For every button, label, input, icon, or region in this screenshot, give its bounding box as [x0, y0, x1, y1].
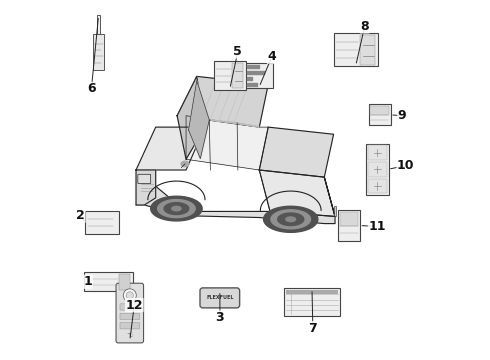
- Polygon shape: [278, 213, 304, 226]
- FancyBboxPatch shape: [120, 313, 140, 320]
- Text: ☜: ☜: [127, 331, 133, 337]
- Bar: [120, 274, 130, 290]
- Text: 6: 6: [87, 82, 96, 95]
- Circle shape: [126, 292, 133, 299]
- Polygon shape: [211, 120, 259, 127]
- Polygon shape: [186, 116, 268, 170]
- FancyBboxPatch shape: [366, 144, 389, 195]
- FancyBboxPatch shape: [334, 33, 378, 66]
- Polygon shape: [286, 217, 295, 222]
- Polygon shape: [136, 127, 205, 170]
- Polygon shape: [189, 81, 209, 158]
- FancyBboxPatch shape: [200, 288, 240, 308]
- Bar: [232, 63, 243, 88]
- Polygon shape: [259, 170, 335, 216]
- Text: 9: 9: [398, 109, 407, 122]
- Text: 5: 5: [233, 45, 242, 58]
- Polygon shape: [259, 127, 334, 177]
- Polygon shape: [136, 170, 156, 205]
- Polygon shape: [158, 199, 195, 217]
- FancyBboxPatch shape: [120, 304, 140, 310]
- Text: 12: 12: [125, 298, 143, 311]
- FancyBboxPatch shape: [214, 62, 245, 90]
- Bar: [334, 206, 337, 216]
- Text: 2: 2: [76, 209, 85, 222]
- FancyBboxPatch shape: [83, 272, 133, 292]
- Polygon shape: [172, 206, 181, 211]
- Text: 11: 11: [368, 220, 386, 233]
- FancyBboxPatch shape: [97, 15, 100, 36]
- FancyBboxPatch shape: [93, 34, 104, 69]
- Text: 7: 7: [309, 322, 317, 335]
- Text: 1: 1: [83, 275, 92, 288]
- Bar: [368, 145, 387, 160]
- Bar: [368, 162, 387, 176]
- Bar: [286, 290, 338, 294]
- Polygon shape: [151, 196, 202, 221]
- Circle shape: [123, 289, 136, 302]
- Bar: [368, 179, 387, 193]
- Text: FLEXFUEL: FLEXFUEL: [206, 296, 234, 300]
- Text: 10: 10: [397, 159, 415, 172]
- Bar: [340, 212, 358, 226]
- FancyBboxPatch shape: [284, 288, 341, 316]
- FancyBboxPatch shape: [138, 174, 151, 184]
- FancyBboxPatch shape: [338, 210, 360, 242]
- Polygon shape: [164, 203, 189, 215]
- Text: 3: 3: [216, 311, 224, 324]
- Polygon shape: [177, 76, 268, 127]
- FancyBboxPatch shape: [116, 283, 144, 343]
- FancyBboxPatch shape: [120, 323, 140, 329]
- FancyBboxPatch shape: [85, 211, 119, 234]
- Ellipse shape: [181, 161, 189, 167]
- FancyBboxPatch shape: [368, 104, 391, 125]
- Polygon shape: [264, 206, 318, 232]
- Bar: [360, 35, 375, 64]
- Polygon shape: [136, 170, 335, 224]
- FancyBboxPatch shape: [245, 63, 273, 88]
- Text: 4: 4: [268, 50, 276, 63]
- Bar: [370, 107, 389, 115]
- Polygon shape: [177, 76, 205, 159]
- Text: 8: 8: [360, 20, 369, 33]
- Polygon shape: [271, 210, 311, 229]
